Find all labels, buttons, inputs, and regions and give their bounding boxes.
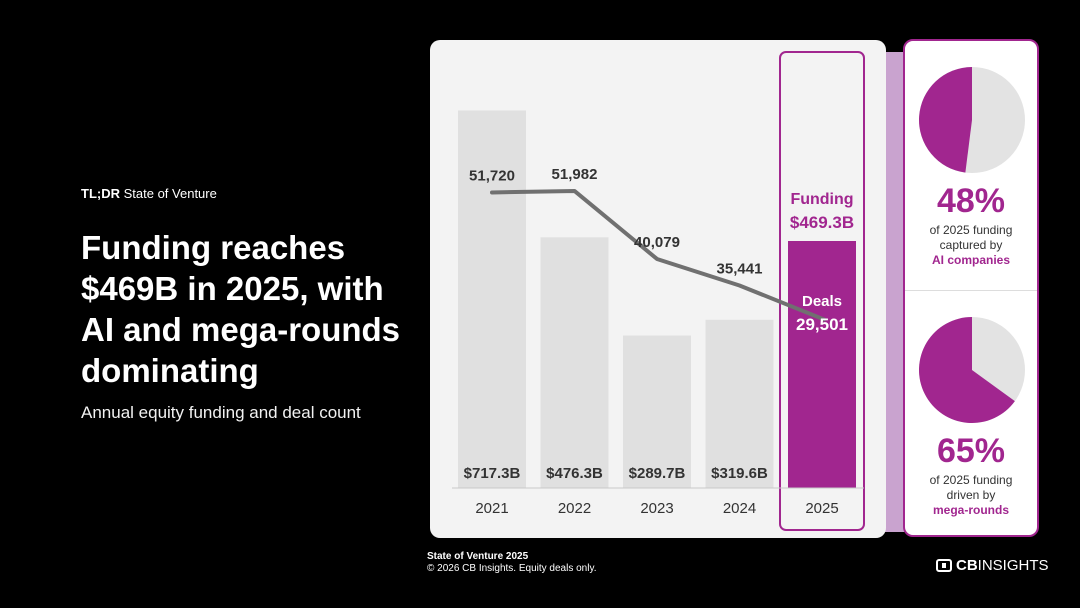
deals-line xyxy=(490,188,826,322)
mega-round-stat: 65% of 2025 funding driven by mega-round… xyxy=(905,433,1037,518)
ai-share-percent: 48% xyxy=(936,182,1006,220)
funding-label-2021: $717.3B xyxy=(464,465,521,482)
deals-label-2022: 51,982 xyxy=(552,166,598,183)
funding-chart: $717.3B $476.3B $289.7B $319.6B 2021 2022 2023… xyxy=(452,51,865,531)
footer: State of Venture 2025 © 2026 CB Insights… xyxy=(427,551,597,575)
ai-share-highlight: AI companies xyxy=(931,253,1011,267)
logo-mark-icon xyxy=(936,559,952,572)
mega-round-highlight: mega-rounds xyxy=(932,503,1009,517)
x-tick-2022: 2022 xyxy=(558,500,591,517)
deals-label-2024: 35,441 xyxy=(717,260,763,277)
highlight-funding-value: $469.3B xyxy=(790,213,854,232)
highlight-deals-title: Deals xyxy=(802,293,842,310)
intro-block: TL;DR State of Venture Funding reaches $… xyxy=(81,186,411,423)
pie-slice-0 xyxy=(919,67,972,173)
subtitle: Annual equity funding and deal count xyxy=(81,403,361,422)
funding-bar-2025 xyxy=(788,241,856,488)
ai-share-stat: 48% of 2025 funding captured by AI compa… xyxy=(905,183,1037,268)
deals-label-2021: 51,720 xyxy=(469,167,515,184)
funding-label-2023: $289.7B xyxy=(629,465,686,482)
funding-bar-2022 xyxy=(540,237,609,488)
logo-bold: CB xyxy=(956,557,978,574)
funding-label-2024: $319.6B xyxy=(711,465,768,482)
mega-round-percent: 65% xyxy=(936,432,1006,470)
tldr-bold: TL;DR xyxy=(81,186,120,201)
tldr-label: TL;DR State of Venture xyxy=(81,186,411,201)
ai-share-pie xyxy=(919,67,1025,173)
headline: Funding reaches $469B in 2025, with AI a… xyxy=(81,229,401,389)
stats-panel: 48% of 2025 funding captured by AI compa… xyxy=(903,39,1039,537)
mega-round-desc: of 2025 funding driven by mega-rounds xyxy=(905,473,1037,518)
highlight-deals-value: 29,501 xyxy=(796,315,848,334)
ai-share-line1: of 2025 funding xyxy=(929,223,1013,237)
stats-divider xyxy=(905,290,1037,291)
x-tick-2021: 2021 xyxy=(475,500,508,517)
funding-label-2022: $476.3B xyxy=(546,465,603,482)
x-tick-2025: 2025 xyxy=(805,500,838,517)
funding-bar-2021 xyxy=(458,110,526,488)
footer-note: © 2026 CB Insights. Equity deals only. xyxy=(427,563,597,574)
mega-round-line1: of 2025 funding xyxy=(929,473,1013,487)
tldr-rest: State of Venture xyxy=(120,186,217,201)
funding-bar-2024 xyxy=(705,319,774,488)
deals-label-2023: 40,079 xyxy=(634,234,680,251)
cb-insights-logo: CB INSIGHTS xyxy=(936,557,1049,574)
funding-bar-2023 xyxy=(623,335,691,488)
highlight-funding-title: Funding xyxy=(790,191,853,208)
x-tick-2023: 2023 xyxy=(640,500,673,517)
x-tick-2024: 2024 xyxy=(723,500,756,517)
logo-rest: INSIGHTS xyxy=(977,557,1049,574)
ai-share-line2: captured by xyxy=(939,238,1003,252)
mega-round-pie xyxy=(919,317,1025,423)
mega-round-line2: driven by xyxy=(946,488,996,502)
highlight-outline xyxy=(779,51,865,531)
ai-share-desc: of 2025 funding captured by AI companies xyxy=(905,223,1037,268)
footer-title: State of Venture 2025 xyxy=(427,551,529,562)
pie-slice-1 xyxy=(919,317,1015,423)
